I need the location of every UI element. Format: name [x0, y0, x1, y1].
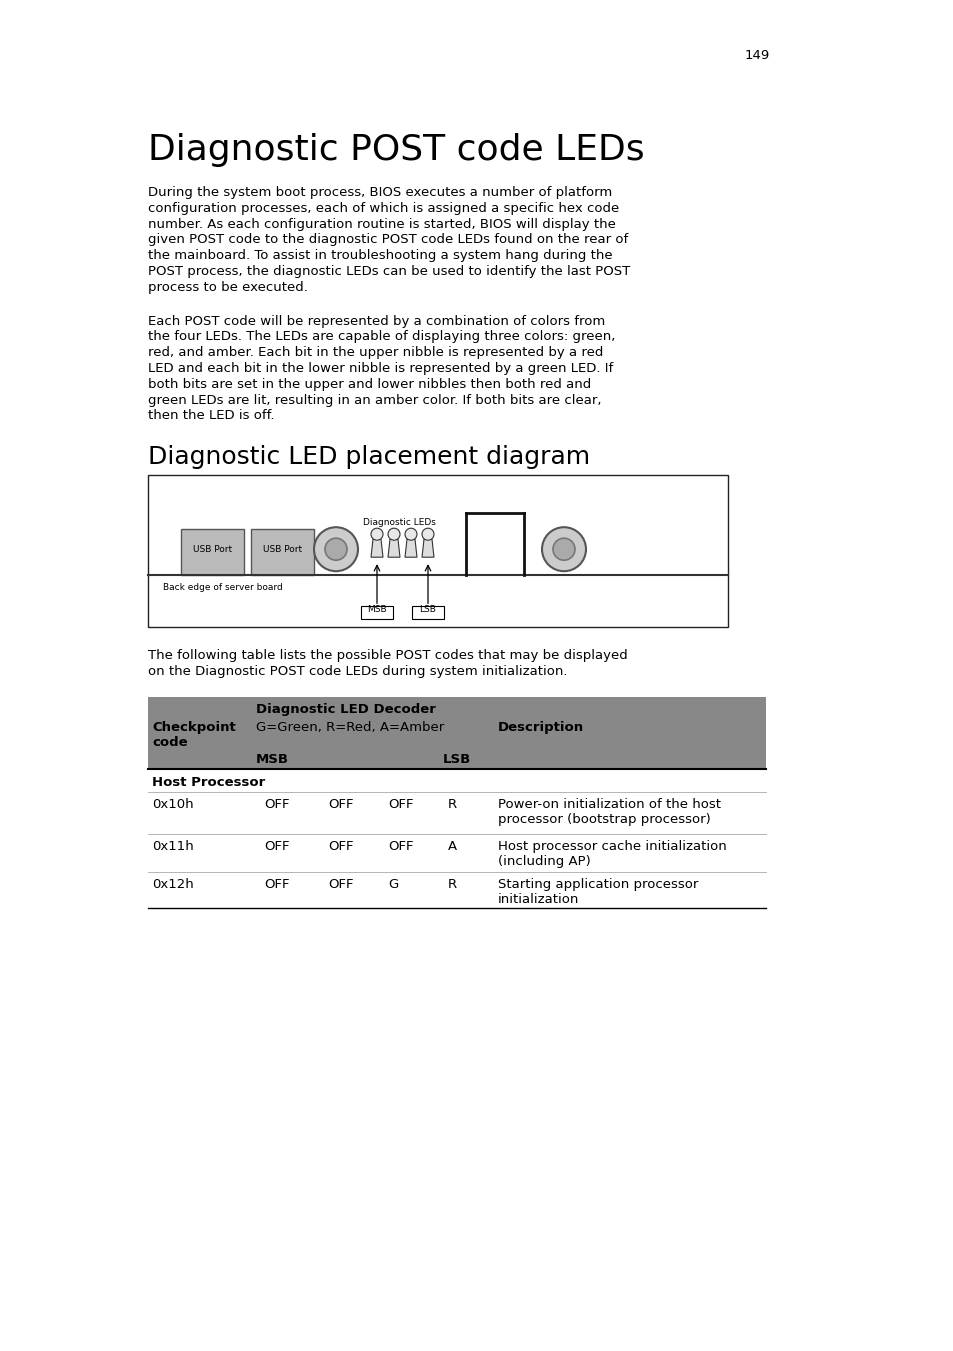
Text: During the system boot process, BIOS executes a number of platform: During the system boot process, BIOS exe…	[148, 186, 612, 199]
Bar	[412, 607, 443, 619]
Text: Back edge of server board: Back edge of server board	[163, 584, 282, 592]
Circle shape	[388, 528, 399, 540]
Text: 0x10h: 0x10h	[152, 798, 193, 811]
Polygon shape	[388, 539, 399, 557]
Text: green LEDs are lit, resulting in an amber color. If both bits are clear,: green LEDs are lit, resulting in an ambe…	[148, 393, 601, 407]
Text: Diagnostic LED placement diagram: Diagnostic LED placement diagram	[148, 446, 590, 469]
Text: OFF: OFF	[388, 840, 413, 852]
Text: initialization: initialization	[497, 893, 578, 905]
Text: R: R	[448, 798, 456, 811]
Text: configuration processes, each of which is assigned a specific hex code: configuration processes, each of which i…	[148, 201, 618, 215]
Text: OFF: OFF	[328, 878, 354, 890]
Text: the four LEDs. The LEDs are capable of displaying three colors: green,: the four LEDs. The LEDs are capable of d…	[148, 331, 615, 343]
Bar	[148, 476, 727, 627]
Text: 0x11h: 0x11h	[152, 840, 193, 852]
Text: OFF: OFF	[264, 798, 289, 811]
Text: Host Processor: Host Processor	[152, 775, 265, 789]
Text: Diagnostic POST code LEDs: Diagnostic POST code LEDs	[148, 132, 644, 168]
Text: LSB: LSB	[442, 753, 471, 766]
Text: the mainboard. To assist in troubleshooting a system hang during the: the mainboard. To assist in troubleshoot…	[148, 249, 612, 262]
Text: (including AP): (including AP)	[497, 855, 590, 867]
Text: USB Port: USB Port	[263, 544, 302, 554]
Bar	[251, 530, 314, 576]
Text: OFF: OFF	[264, 840, 289, 852]
Polygon shape	[371, 539, 382, 557]
Text: LED and each bit in the lower nibble is represented by a green LED. If: LED and each bit in the lower nibble is …	[148, 362, 613, 376]
Text: MSB: MSB	[255, 753, 289, 766]
Polygon shape	[421, 539, 434, 557]
Circle shape	[553, 538, 575, 561]
Text: then the LED is off.: then the LED is off.	[148, 409, 274, 423]
Text: Description: Description	[497, 721, 583, 734]
Text: OFF: OFF	[264, 878, 289, 890]
Text: processor (bootstrap processor): processor (bootstrap processor)	[497, 813, 710, 825]
Text: The following table lists the possible POST codes that may be displayed: The following table lists the possible P…	[148, 650, 627, 662]
Text: Each POST code will be represented by a combination of colors from: Each POST code will be represented by a …	[148, 315, 604, 327]
Text: Diagnostic LED Decoder: Diagnostic LED Decoder	[255, 703, 436, 716]
Text: POST process, the diagnostic LEDs can be used to identify the last POST: POST process, the diagnostic LEDs can be…	[148, 265, 630, 278]
Text: Diagnostic LEDs: Diagnostic LEDs	[363, 519, 436, 527]
Text: 149: 149	[744, 49, 769, 62]
Text: Starting application processor: Starting application processor	[497, 878, 698, 890]
Circle shape	[314, 527, 357, 571]
Text: Checkpoint
code: Checkpoint code	[152, 721, 235, 748]
Circle shape	[405, 528, 416, 540]
Text: both bits are set in the upper and lower nibbles then both red and: both bits are set in the upper and lower…	[148, 378, 591, 390]
Text: red, and amber. Each bit in the upper nibble is represented by a red: red, and amber. Each bit in the upper ni…	[148, 346, 602, 359]
Text: OFF: OFF	[328, 840, 354, 852]
Text: Power-on initialization of the host: Power-on initialization of the host	[497, 798, 720, 811]
Circle shape	[325, 538, 347, 561]
Text: A: A	[448, 840, 456, 852]
Text: R: R	[448, 878, 456, 890]
Text: USB Port: USB Port	[193, 544, 232, 554]
Text: G: G	[388, 878, 397, 890]
Text: 0x12h: 0x12h	[152, 878, 193, 890]
Circle shape	[541, 527, 585, 571]
Text: OFF: OFF	[388, 798, 413, 811]
Text: Host processor cache initialization: Host processor cache initialization	[497, 840, 726, 852]
Circle shape	[421, 528, 434, 540]
Text: process to be executed.: process to be executed.	[148, 281, 308, 293]
Text: given POST code to the diagnostic POST code LEDs found on the rear of: given POST code to the diagnostic POST c…	[148, 234, 628, 246]
Bar	[360, 607, 393, 619]
Circle shape	[371, 528, 382, 540]
Bar	[181, 530, 244, 576]
Text: on the Diagnostic POST code LEDs during system initialization.: on the Diagnostic POST code LEDs during …	[148, 665, 567, 678]
Polygon shape	[405, 539, 416, 557]
Text: OFF: OFF	[328, 798, 354, 811]
Text: LSB: LSB	[419, 605, 436, 615]
Text: MSB: MSB	[367, 605, 386, 615]
Bar	[148, 697, 765, 769]
Text: number. As each configuration routine is started, BIOS will display the: number. As each configuration routine is…	[148, 218, 616, 231]
Text: G=Green, R=Red, A=Amber: G=Green, R=Red, A=Amber	[255, 721, 444, 734]
